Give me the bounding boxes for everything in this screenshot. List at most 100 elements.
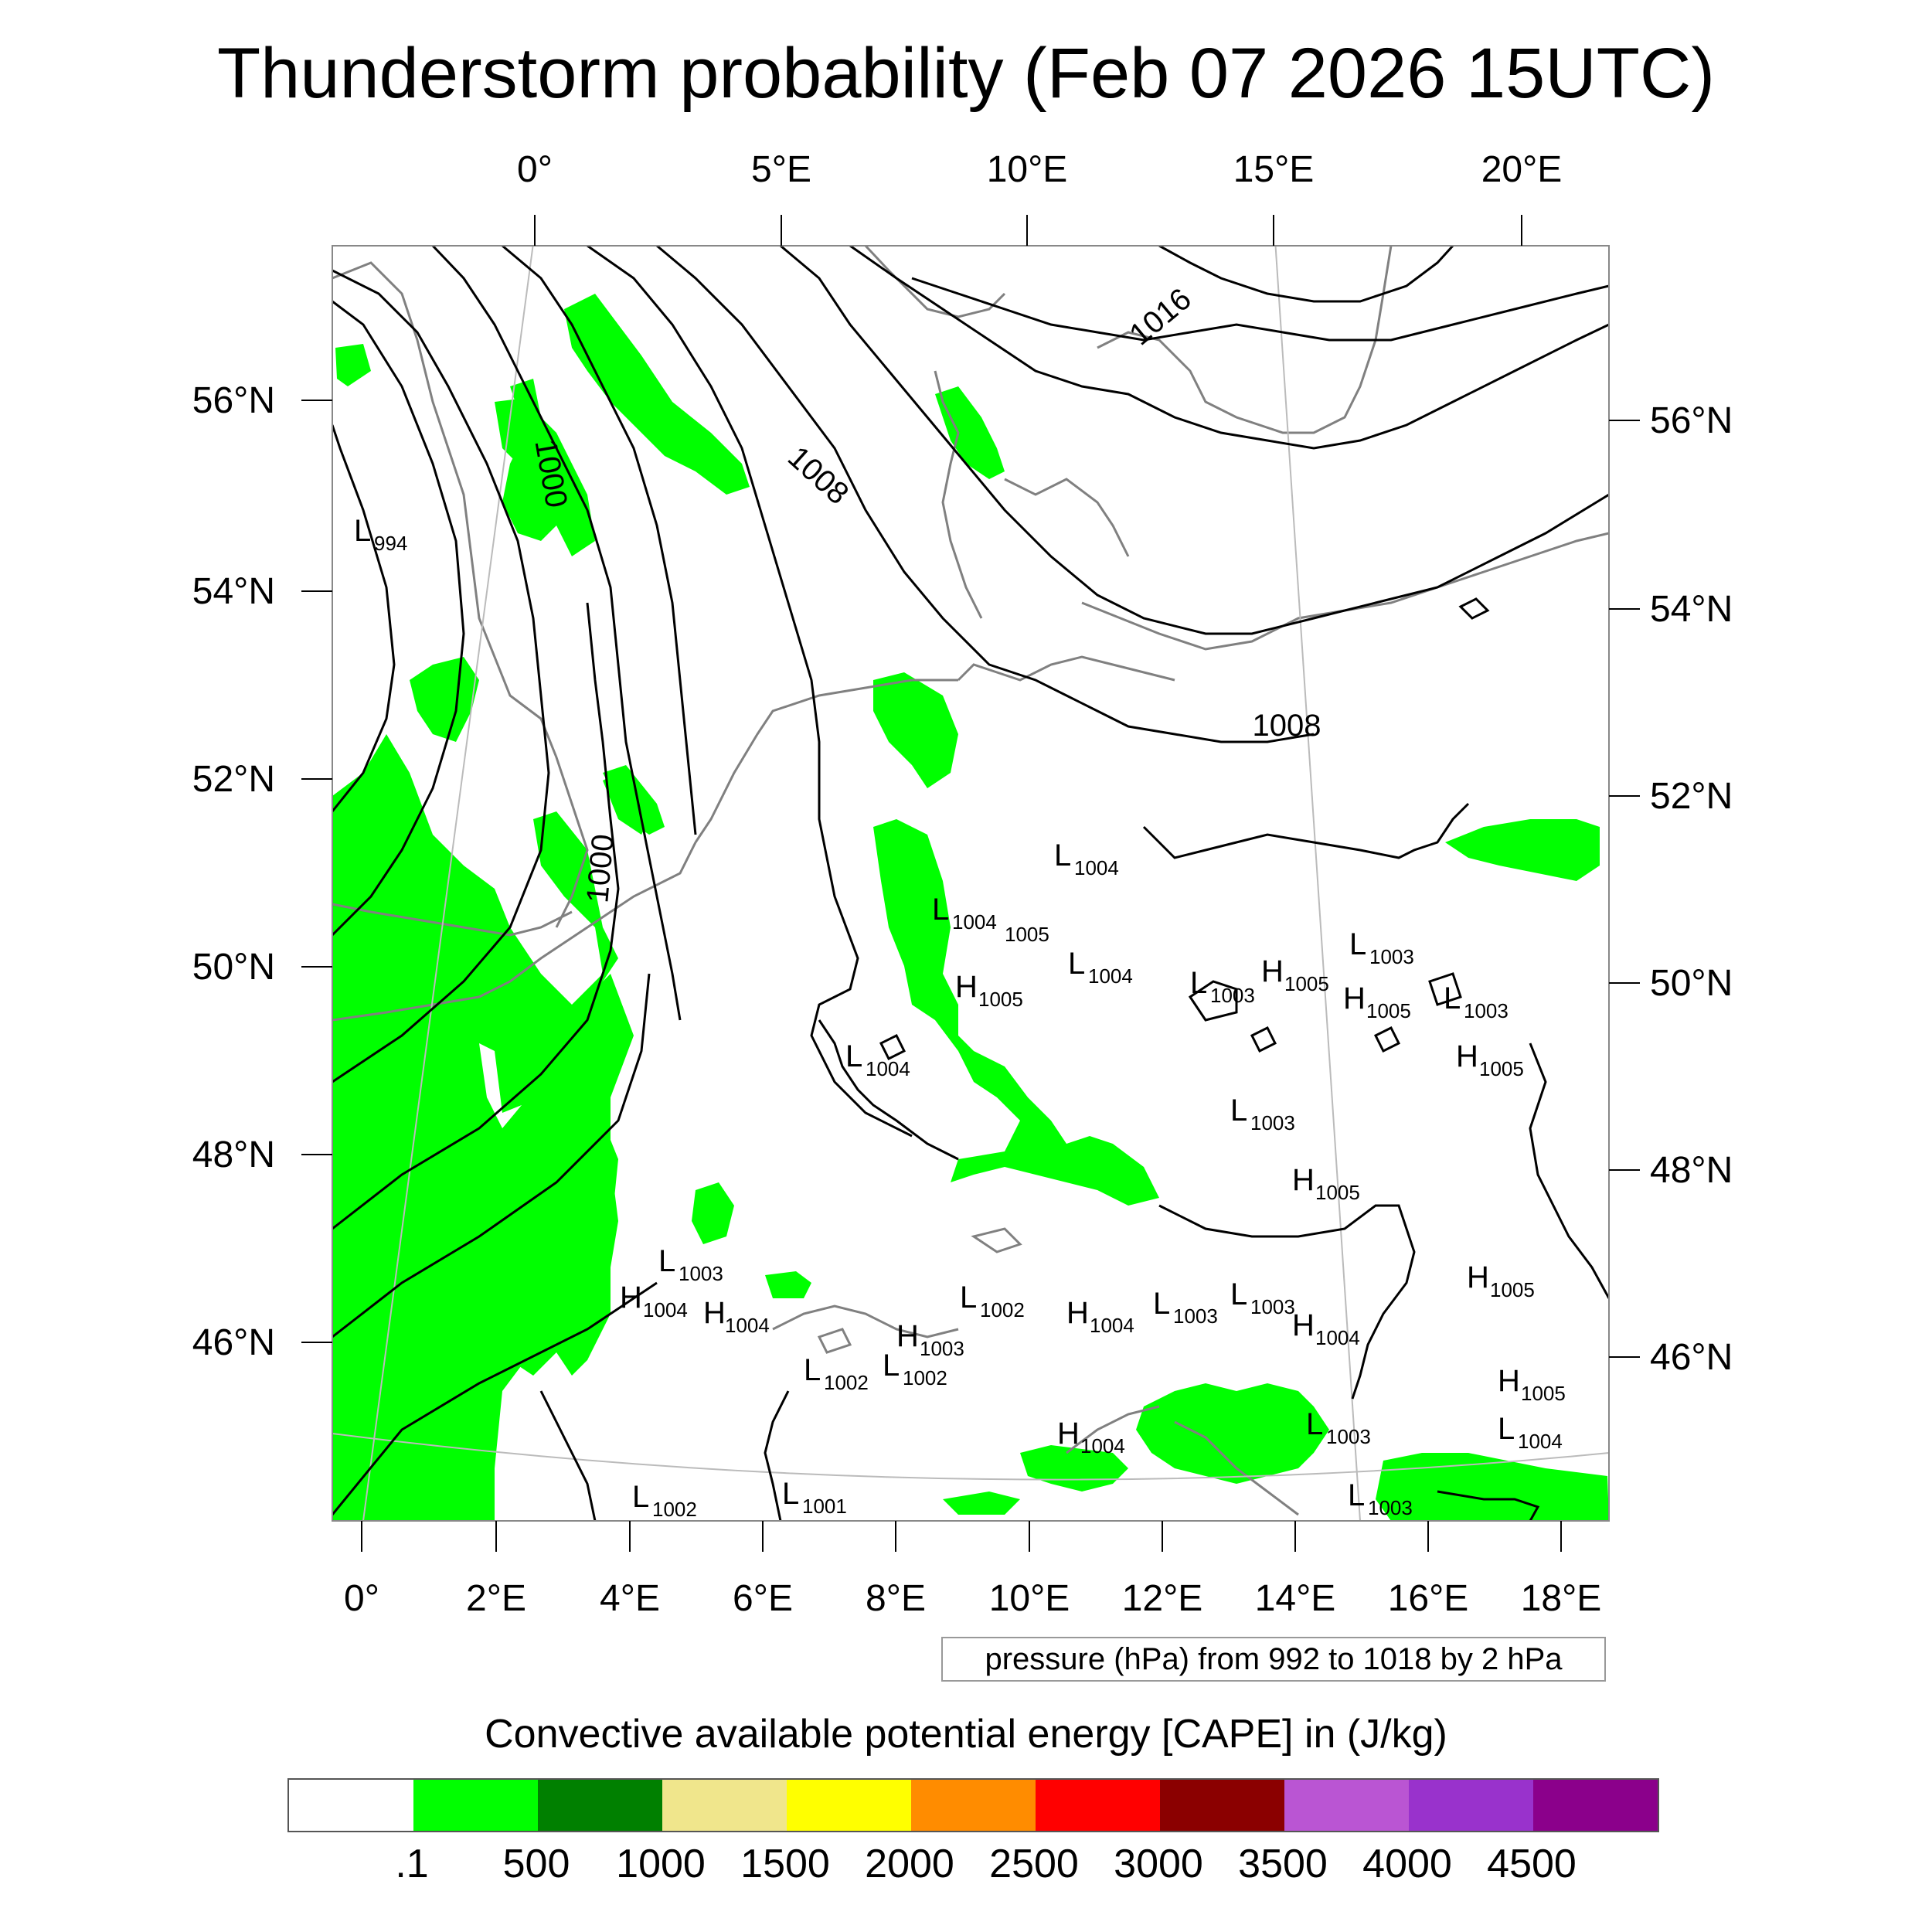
svg-text:H: H	[703, 1296, 726, 1330]
coastline-benelux	[694, 679, 958, 843]
tick-marks	[301, 215, 1640, 1552]
pressure-system: H 1005	[1292, 1163, 1360, 1204]
colorbar-label: 500	[502, 1842, 570, 1886]
bottom-lon-label: 14°E	[1255, 1578, 1336, 1619]
left-lat-label: 54°N	[192, 571, 275, 612]
parallel-guide	[332, 1433, 1609, 1481]
pressure-system: L 1002	[960, 1281, 1025, 1321]
svg-text:1004: 1004	[643, 1298, 688, 1321]
svg-text:L: L	[354, 514, 371, 548]
svg-text:1001: 1001	[802, 1495, 847, 1518]
colorbar-box	[538, 1780, 662, 1831]
bottom-lon-label: 8°E	[866, 1578, 926, 1619]
svg-text:1002: 1002	[824, 1371, 869, 1394]
isobar-20	[764, 1390, 790, 1521]
colorbar-label: 3000	[1114, 1842, 1203, 1886]
isobar-14	[1158, 246, 1454, 303]
coastline-germany	[957, 655, 1175, 682]
coastline-norway	[864, 246, 1006, 318]
svg-text:1003: 1003	[1250, 1295, 1295, 1318]
colorbar-label: 2000	[865, 1842, 954, 1886]
colorbar-title: Convective available potential energy [C…	[485, 1712, 1447, 1757]
colorbar-label: 1500	[740, 1842, 830, 1886]
colorbar-label: 4000	[1362, 1842, 1452, 1886]
svg-text:H: H	[1292, 1163, 1315, 1197]
left-lat-label: 52°N	[192, 759, 275, 800]
cape-region-uk-east	[410, 657, 479, 742]
pressure-system: L 1003	[1349, 927, 1414, 968]
isobar-small-3	[1373, 1026, 1401, 1053]
top-lon-label: 15°E	[1233, 149, 1315, 190]
svg-text:L: L	[804, 1353, 821, 1387]
svg-text:L: L	[632, 1480, 649, 1514]
bottom-lon-label: 0°	[344, 1578, 379, 1619]
top-lon-label: 0°	[517, 149, 553, 190]
svg-text:1003: 1003	[1368, 1496, 1413, 1519]
isobar-11	[780, 246, 1609, 635]
svg-text:1004: 1004	[1074, 856, 1119, 879]
colorbar-label: .1	[395, 1842, 429, 1886]
svg-text:H: H	[1057, 1417, 1080, 1451]
pressure-system: H 1003	[896, 1319, 964, 1360]
svg-text:H: H	[1343, 981, 1366, 1015]
isobar-small-6	[879, 1033, 906, 1061]
pressure-system: L 1003	[1348, 1478, 1413, 1519]
colorbar-labels: .1 500 1000 1500 2000 2500 3000 3500 400…	[0, 1839, 1932, 1893]
lake-1	[971, 1227, 1022, 1253]
svg-text:1004: 1004	[1088, 964, 1133, 988]
svg-text:1004: 1004	[1080, 1434, 1125, 1458]
plot-border	[332, 245, 1610, 1522]
coastline-italy-north	[1066, 1405, 1160, 1454]
colorbar-box	[787, 1780, 911, 1831]
bottom-lon-label: 2°E	[466, 1578, 526, 1619]
svg-text:L: L	[845, 1039, 862, 1073]
coastlines	[332, 246, 1609, 1521]
cape-region-alps-west	[692, 1182, 734, 1244]
pressure-system: H 1004	[1057, 1417, 1125, 1458]
isobar-10	[656, 246, 1315, 743]
pressure-system: L 1003	[1190, 966, 1255, 1007]
right-lat-label: 48°N	[1650, 1150, 1733, 1191]
cape-shading	[332, 294, 1609, 1521]
colorbar-label: 2500	[989, 1842, 1079, 1886]
cape-region-po	[765, 1271, 811, 1298]
pressure-system: H 1005	[1498, 1364, 1566, 1405]
svg-text:L: L	[1190, 966, 1207, 1000]
svg-text:L: L	[1306, 1407, 1323, 1441]
colorbar-box	[1533, 1780, 1658, 1831]
cape-region-poland-east	[1445, 819, 1600, 881]
svg-text:1003: 1003	[1369, 945, 1414, 968]
isobar-12	[849, 246, 1609, 450]
svg-text:L: L	[1230, 1094, 1247, 1128]
isobar-19	[1437, 1490, 1540, 1521]
top-lon-label: 10°E	[987, 149, 1068, 190]
svg-text:L: L	[1348, 1478, 1365, 1512]
pressure-system: L 1003	[1230, 1277, 1295, 1318]
cape-region-nw	[335, 344, 371, 386]
svg-text:H: H	[1456, 1039, 1478, 1073]
pressure-system: 1005	[1005, 923, 1049, 946]
border-alps	[772, 1304, 959, 1338]
cape-region-alps-ne	[1136, 1383, 1329, 1484]
isobar-2	[332, 973, 651, 1338]
cape-region-north-sea-2	[564, 294, 750, 495]
svg-text:L: L	[1230, 1277, 1247, 1311]
svg-text:1002: 1002	[980, 1298, 1025, 1321]
svg-text:H: H	[620, 1281, 642, 1315]
pressure-system: L 1003	[1230, 1094, 1295, 1134]
right-lat-label: 56°N	[1650, 400, 1733, 441]
isobar-21	[539, 1390, 597, 1521]
svg-text:1004: 1004	[866, 1057, 910, 1080]
coastline-uk-south	[332, 903, 573, 937]
pressure-system: L 1003	[1153, 1287, 1218, 1328]
isobar-1	[332, 1281, 658, 1515]
svg-text:L: L	[1153, 1287, 1170, 1321]
colorbar-label: 3500	[1238, 1842, 1328, 1886]
svg-text:L: L	[1444, 981, 1461, 1015]
isobar-label: 1008	[1253, 709, 1321, 743]
pressure-system: L 1002	[804, 1353, 869, 1394]
colorbar-box	[911, 1780, 1036, 1831]
isobars	[332, 246, 1609, 1521]
isobar-small-5	[1428, 972, 1462, 1006]
lake-2	[817, 1328, 852, 1354]
